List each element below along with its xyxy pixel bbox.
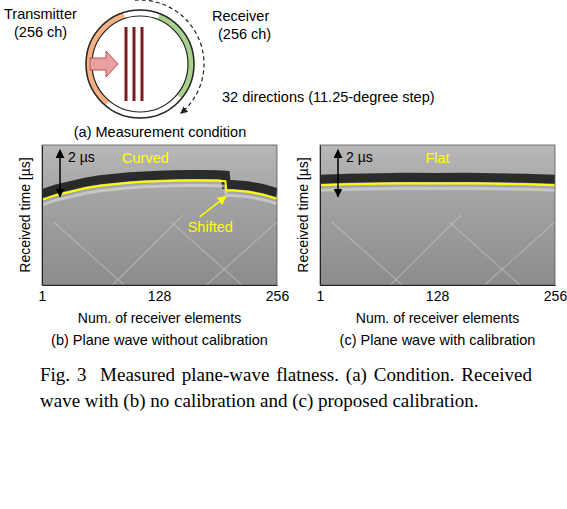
- echo-band-light: [42, 185, 277, 204]
- image-background: [42, 145, 277, 285]
- transmitter-array: [86, 13, 125, 106]
- diagram: Transmitter (256 ch) Receiver (256 ch) 32 di…: [4, 0, 435, 140]
- annotation-arrow: [200, 197, 226, 217]
- x-tick-label: 128: [148, 288, 172, 304]
- wavefront: [125, 27, 128, 101]
- x-tick-label: 1: [317, 288, 325, 304]
- diagram-label: (256 ch): [14, 24, 67, 40]
- panel-caption: (c) Plane wave with calibration: [340, 332, 536, 348]
- x-tick: 1: [317, 285, 325, 304]
- plot-area: [320, 145, 555, 285]
- x-tick-label: 1: [39, 288, 47, 304]
- echo-texture: [332, 222, 403, 285]
- x-axis: 1 128 256: [39, 285, 290, 304]
- ring-outer: [86, 10, 194, 118]
- diagram-label: 32 directions (11.25-degree step): [222, 89, 435, 105]
- scale-bar-label: 2 µs: [68, 149, 95, 165]
- annotation: Flat: [425, 150, 449, 166]
- arrival-curve: [320, 183, 555, 185]
- x-tick-label: 128: [426, 288, 450, 304]
- panel-caption: (a) Measurement condition: [74, 124, 246, 140]
- x-tick: 256: [266, 285, 290, 304]
- plot-area: [42, 145, 277, 285]
- annotation: Shifted: [188, 219, 233, 235]
- plot-frame: [42, 145, 277, 285]
- scale-bar: [59, 150, 61, 197]
- arrival-curve: [42, 180, 277, 199]
- chart-panel: 1 128 256 Received time [µs] Num. of receive…: [17, 145, 289, 348]
- echo-texture: [449, 222, 520, 285]
- receiver-array: [158, 14, 194, 99]
- x-tick: 1: [39, 285, 47, 304]
- scale-bar-label: 2 µs: [346, 149, 373, 165]
- x-axis-title: Num. of receiver elements: [78, 310, 241, 326]
- figure-caption: Fig. 3 Measured plane-wave flatness. (a)…: [40, 362, 532, 414]
- figure: Transmitter (256 ch) Receiver (256 ch) 32 di…: [0, 0, 567, 509]
- diagram-label: Transmitter: [4, 6, 77, 22]
- wavefront: [133, 27, 136, 101]
- annotation: Curved: [122, 150, 169, 166]
- diagram-label: Receiver: [212, 8, 269, 24]
- image-background: [320, 145, 555, 285]
- x-tick-label: 256: [544, 288, 567, 304]
- y-axis-title: Received time [µs]: [17, 157, 33, 272]
- x-tick-label: 256: [266, 288, 290, 304]
- y-axis-title: Received time [µs]: [295, 157, 311, 272]
- x-axis-title: Num. of receiver elements: [356, 310, 519, 326]
- x-axis: 1 128 256: [317, 285, 567, 304]
- x-tick: 128: [148, 285, 172, 304]
- echo-texture: [391, 215, 462, 285]
- rotation-arc: [135, 0, 204, 113]
- diagram-label: (256 ch): [218, 26, 271, 42]
- x-tick: 128: [426, 285, 450, 304]
- echo-texture: [113, 215, 184, 285]
- panel-caption: (b) Plane wave without calibration: [51, 332, 268, 348]
- echo-band-light: [320, 188, 555, 190]
- echo-texture: [485, 222, 556, 285]
- plot-frame: [320, 145, 555, 285]
- echo-texture: [54, 222, 125, 285]
- scale-bar: [337, 150, 339, 197]
- chart-panel: 1 128 256 Received time [µs] Num. of receive…: [295, 145, 567, 348]
- echo-band-dark: [320, 177, 555, 179]
- x-tick: 256: [544, 285, 567, 304]
- incident-arrow: [90, 51, 118, 77]
- wavefront: [141, 27, 144, 101]
